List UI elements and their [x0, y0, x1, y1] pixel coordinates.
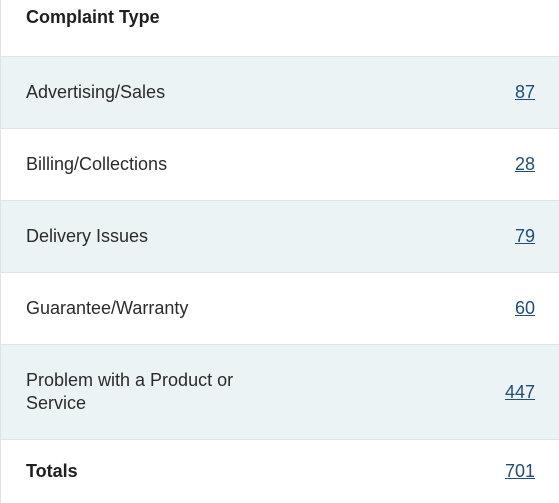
table-row: Problem with a Product or Service 447: [1, 345, 559, 440]
complaint-count-link[interactable]: 28: [514, 154, 535, 174]
table-header-complaint-type: Complaint Type: [1, 0, 559, 57]
table-row: Advertising/Sales 87: [1, 57, 559, 129]
complaint-count-link[interactable]: 60: [514, 298, 535, 318]
complaint-type-label: Billing/Collections: [26, 154, 168, 174]
complaint-type-label: Delivery Issues: [26, 226, 149, 246]
complaint-type-label: Advertising/Sales: [26, 82, 166, 102]
totals-label: Totals: [26, 461, 78, 481]
totals-count-link[interactable]: 701: [504, 461, 535, 481]
table-row: Billing/Collections 28: [1, 129, 559, 201]
complaint-type-label: Guarantee/Warranty: [26, 298, 189, 318]
totals-row: Totals 701: [1, 440, 559, 503]
complaint-type-label: Problem with a Product or Service: [26, 370, 234, 413]
table-row: Delivery Issues 79: [1, 201, 559, 273]
table-row: Guarantee/Warranty 60: [1, 273, 559, 345]
complaint-count-link[interactable]: 87: [514, 82, 535, 102]
complaint-count-link[interactable]: 79: [514, 226, 535, 246]
complaint-count-link[interactable]: 447: [504, 381, 535, 402]
